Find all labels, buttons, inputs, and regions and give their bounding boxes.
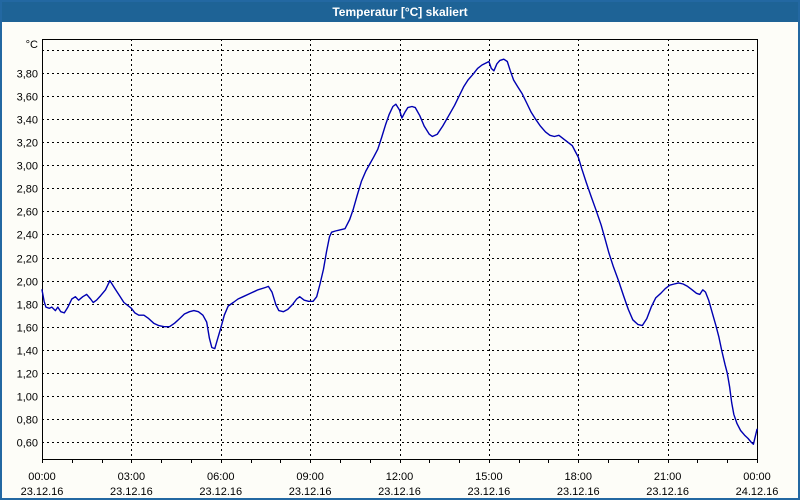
svg-text:1,20: 1,20 bbox=[17, 369, 38, 381]
svg-text:23.12.16: 23.12.16 bbox=[21, 486, 64, 498]
temperature-chart: 3,80 3,60 3,40 3,20 3,00 2,80 2,60 2,40 2,20 2,00… bbox=[17, 39, 779, 498]
chart-client-area: 3,80 3,60 3,40 3,20 3,00 2,80 2,60 2,40 2,20 2,00… bbox=[2, 22, 798, 498]
svg-text:0,80: 0,80 bbox=[17, 415, 38, 427]
svg-text:23.12.16: 23.12.16 bbox=[289, 486, 332, 498]
svg-text:3,20: 3,20 bbox=[17, 138, 38, 150]
svg-text:2,80: 2,80 bbox=[17, 184, 38, 196]
svg-text:23.12.16: 23.12.16 bbox=[110, 486, 153, 498]
axis-ticks-layer bbox=[42, 459, 758, 463]
grid-layer bbox=[42, 39, 757, 459]
svg-text:2,60: 2,60 bbox=[17, 207, 38, 219]
svg-text:23.12.16: 23.12.16 bbox=[557, 486, 600, 498]
svg-text:18:00: 18:00 bbox=[564, 471, 592, 483]
svg-text:09:00: 09:00 bbox=[296, 471, 324, 483]
svg-text:2,00: 2,00 bbox=[17, 277, 38, 289]
svg-text:3,40: 3,40 bbox=[17, 115, 38, 127]
svg-text:23.12.16: 23.12.16 bbox=[467, 486, 510, 498]
svg-text:15:00: 15:00 bbox=[475, 471, 503, 483]
svg-text:00:00: 00:00 bbox=[28, 471, 56, 483]
svg-text:0,60: 0,60 bbox=[17, 438, 38, 450]
svg-text:06:00: 06:00 bbox=[207, 471, 235, 483]
svg-text:3,80: 3,80 bbox=[17, 69, 38, 81]
svg-text:2,20: 2,20 bbox=[17, 254, 38, 266]
svg-text:1,60: 1,60 bbox=[17, 323, 38, 335]
svg-text:3,00: 3,00 bbox=[17, 161, 38, 173]
svg-text:23.12.16: 23.12.16 bbox=[378, 486, 421, 498]
svg-text:3,60: 3,60 bbox=[17, 92, 38, 104]
svg-text:12:00: 12:00 bbox=[386, 471, 414, 483]
svg-text:1,00: 1,00 bbox=[17, 392, 38, 404]
svg-text:24.12.16: 24.12.16 bbox=[736, 486, 779, 498]
svg-text:1,40: 1,40 bbox=[17, 346, 38, 358]
window-titlebar[interactable]: Temperatur [°C] skaliert bbox=[2, 2, 798, 22]
window-title: Temperatur [°C] skaliert bbox=[332, 5, 468, 19]
series-line-layer bbox=[41, 58, 758, 445]
svg-text:03:00: 03:00 bbox=[118, 471, 146, 483]
svg-text:21:00: 21:00 bbox=[654, 471, 682, 483]
axis-labels-layer: 3,80 3,60 3,40 3,20 3,00 2,80 2,60 2,40 2,20 2,00… bbox=[17, 39, 779, 498]
svg-text:°C: °C bbox=[26, 39, 38, 51]
svg-text:23.12.16: 23.12.16 bbox=[646, 486, 689, 498]
svg-text:2,40: 2,40 bbox=[17, 230, 38, 242]
svg-text:1,80: 1,80 bbox=[17, 300, 38, 312]
svg-text:00:00: 00:00 bbox=[743, 471, 771, 483]
svg-text:23.12.16: 23.12.16 bbox=[199, 486, 242, 498]
